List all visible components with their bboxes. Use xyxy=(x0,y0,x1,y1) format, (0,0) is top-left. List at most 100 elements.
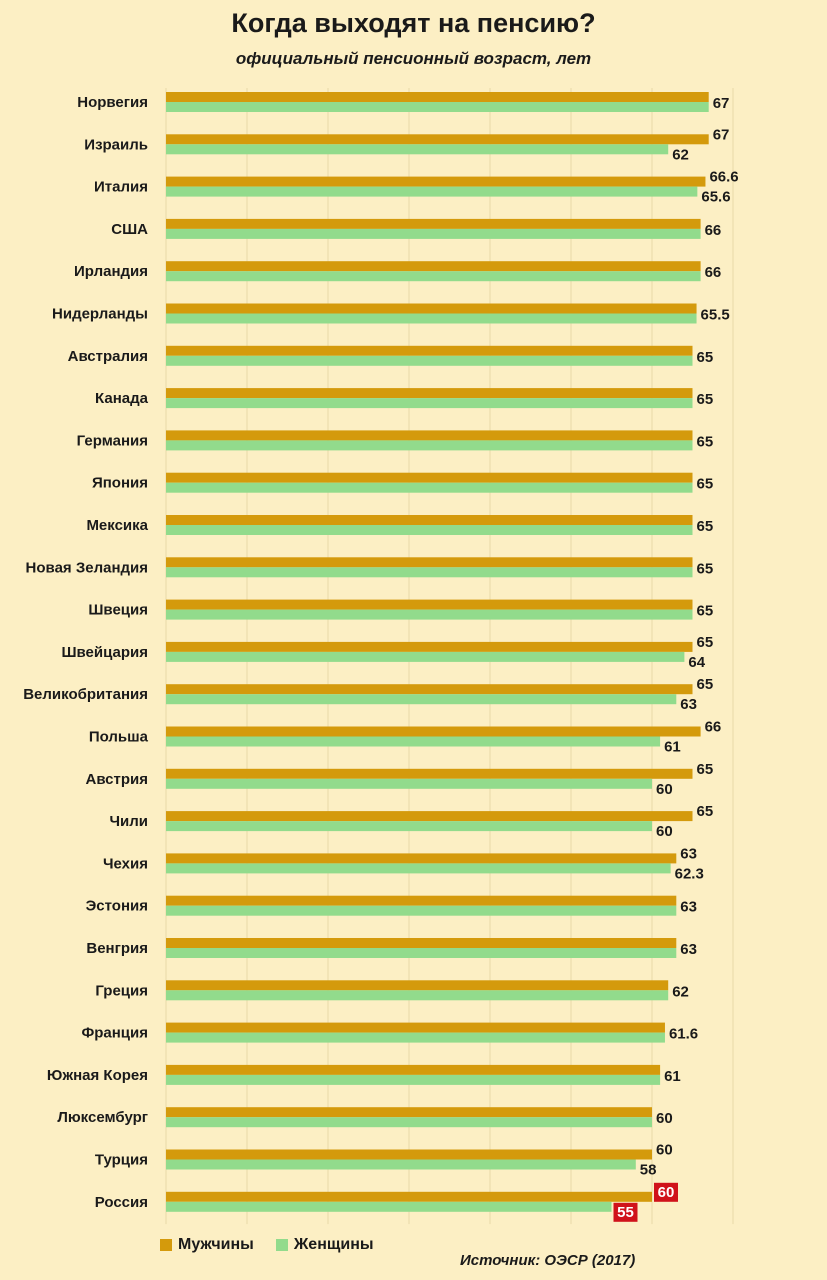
legend-swatch-men xyxy=(160,1239,172,1251)
category-label: Норвегия xyxy=(77,94,148,111)
bar-women xyxy=(166,186,698,197)
bar-men xyxy=(166,599,693,610)
legend-label-men: Мужчины xyxy=(178,1236,254,1253)
data-label: 65.6 xyxy=(701,189,730,206)
data-label: 60 xyxy=(656,823,673,840)
data-label: 65 xyxy=(697,676,714,693)
category-label: Австрия xyxy=(85,771,148,788)
legend-label-women: Женщины xyxy=(293,1236,374,1253)
data-label: 60 xyxy=(656,1142,673,1159)
data-label: 65 xyxy=(697,391,714,408)
bar-women xyxy=(166,905,677,916)
category-label: Новая Зеландия xyxy=(26,559,148,576)
legend-item-men: Мужчины xyxy=(160,1236,254,1254)
category-label: Великобритания xyxy=(23,686,148,703)
category-label: Польша xyxy=(89,729,149,746)
bar-women xyxy=(166,440,693,451)
data-label: 66 xyxy=(705,222,722,239)
data-label: 60 xyxy=(656,1110,673,1127)
data-label: 65 xyxy=(697,761,714,778)
bar-women xyxy=(166,948,677,958)
bar-women xyxy=(166,990,669,1001)
bar-men xyxy=(166,92,709,102)
category-label: Чили xyxy=(109,813,148,830)
bar-women xyxy=(166,1159,636,1170)
category-label: Швеция xyxy=(88,602,148,619)
category-label: США xyxy=(111,221,148,238)
bar-men xyxy=(166,261,701,272)
bar-women xyxy=(166,102,709,112)
data-label: 64 xyxy=(688,654,705,671)
bar-women xyxy=(166,144,669,155)
data-label: 63 xyxy=(680,696,697,713)
bar-men xyxy=(166,684,693,695)
data-label: 65 xyxy=(697,603,714,620)
category-label: Германия xyxy=(77,432,148,449)
bar-women xyxy=(166,228,701,239)
legend-item-women: Женщины xyxy=(275,1236,374,1254)
data-label-badge xyxy=(654,1182,678,1202)
data-label: 63 xyxy=(680,899,697,916)
legend: Мужчины Женщины xyxy=(160,1236,374,1254)
data-label: 62 xyxy=(672,146,689,163)
bar-women xyxy=(166,694,677,705)
category-label: Австралия xyxy=(68,348,148,365)
bar-women xyxy=(166,1117,652,1128)
category-label: Турция xyxy=(95,1152,148,1169)
data-label: 61 xyxy=(664,1068,681,1085)
category-label: Нидерланды xyxy=(52,306,148,323)
data-label: 65 xyxy=(697,349,714,366)
bar-women xyxy=(166,525,693,535)
category-label: Люксембург xyxy=(57,1109,148,1126)
bar-men xyxy=(166,895,677,906)
data-label: 60 xyxy=(658,1184,675,1201)
bar-women xyxy=(166,609,693,620)
data-label: 61 xyxy=(664,739,681,756)
category-label: Эстония xyxy=(86,898,148,915)
bar-women xyxy=(166,355,693,366)
bar-men xyxy=(166,557,693,568)
bar-men xyxy=(166,134,709,145)
category-label: Италия xyxy=(94,179,148,196)
category-label: Израиль xyxy=(84,136,148,153)
bar-women xyxy=(166,271,701,282)
data-label: 62.3 xyxy=(675,865,704,882)
bar-men xyxy=(166,811,693,822)
bar-men xyxy=(166,1022,665,1033)
category-label: Чехия xyxy=(103,855,148,872)
category-label: Ирландия xyxy=(74,263,148,280)
data-label-badge xyxy=(613,1202,638,1222)
bar-women xyxy=(166,736,661,747)
bar-women xyxy=(166,778,652,789)
chart-subtitle: официальный пенсионный возраст, лет xyxy=(235,49,592,68)
bar-women xyxy=(166,313,697,324)
category-label: Франция xyxy=(81,1025,148,1042)
category-label: Мексика xyxy=(86,517,148,534)
data-label: 65 xyxy=(697,433,714,450)
category-label: Греция xyxy=(95,982,148,999)
bar-men xyxy=(166,345,693,356)
bar-men xyxy=(166,768,693,779)
data-label: 63 xyxy=(680,845,697,862)
data-label: 67 xyxy=(713,126,730,143)
data-label: 60 xyxy=(656,781,673,798)
bar-women xyxy=(166,1032,665,1043)
data-label: 62 xyxy=(672,983,689,1000)
category-label: Япония xyxy=(92,475,148,492)
category-label: Канада xyxy=(95,390,149,407)
data-label: 66 xyxy=(705,264,722,281)
bar-women xyxy=(166,863,671,874)
bar-men xyxy=(166,1149,652,1160)
bar-men xyxy=(166,218,701,229)
data-label: 65 xyxy=(697,634,714,651)
category-label: Венгрия xyxy=(86,940,148,957)
legend-swatch-women xyxy=(275,1239,288,1251)
data-label: 55 xyxy=(617,1204,634,1221)
data-label: 63 xyxy=(680,941,697,958)
bar-women xyxy=(166,1074,661,1085)
bar-men xyxy=(166,641,693,652)
bar-women xyxy=(166,821,652,832)
chart-title: Когда выходят на пенсию? xyxy=(231,8,596,38)
bar-men xyxy=(166,176,706,187)
category-label: Швейцария xyxy=(61,644,148,661)
